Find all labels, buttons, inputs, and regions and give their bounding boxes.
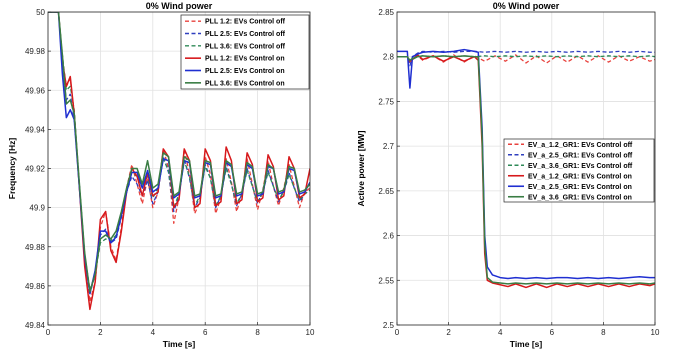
x-tick-label: 10 — [651, 328, 660, 337]
axes-box — [396, 11, 656, 326]
legend: EV_a_1.2_GR1: EVs Control off EV_a_2.5_GR… — [503, 138, 655, 203]
y-tick-label: 2.75 — [378, 97, 394, 106]
y-tick-label: 2.6 — [383, 232, 395, 241]
chart-title: 0% Wind power — [493, 1, 560, 11]
series-line-4 — [397, 54, 655, 289]
y-axis-label: Active power [MW] — [356, 130, 366, 206]
legend-box — [180, 14, 310, 90]
y-tick-label: 49.86 — [25, 282, 46, 291]
series-line-6 — [397, 55, 655, 285]
legend-entry-label: PLL 2.5: EVs Control on — [205, 68, 285, 75]
y-tick-label: 50 — [36, 8, 45, 17]
legend-entry-label: EV_a_3.6_GR1: EVs Control off — [528, 163, 633, 170]
x-tick-label: 8 — [601, 328, 606, 337]
y-tick-label: 2.85 — [378, 8, 394, 17]
x-tick-label: 4 — [498, 328, 503, 337]
chart-1: 0 2 4 6 8 10 49.84 49.86 49.88 49.9 49.92 49.94 49.9… — [7, 1, 315, 349]
legend-entry-label: PLL 2.5: EVs Control off — [205, 31, 286, 38]
y-tick-label: 2.5 — [383, 321, 395, 330]
legend-entry-label: EV_a_2.5_GR1: EVs Control on — [528, 184, 632, 191]
x-axis-label: Time [s] — [163, 339, 196, 349]
legend-entry-label: EV_a_1.2_GR1: EVs Control off — [528, 142, 633, 149]
legend-entry-label: PLL 1.2: EVs Control on — [205, 56, 285, 63]
x-tick-label: 6 — [550, 328, 555, 337]
legend-entry-label: PLL 1.2: EVs Control off — [205, 19, 286, 26]
y-axis-label: Frequency [Hz] — [7, 138, 17, 200]
y-tick-label: 2.65 — [378, 187, 394, 196]
y-tick-label: 49.88 — [25, 243, 46, 252]
x-tick-label: 0 — [395, 328, 400, 337]
x-tick-label: 10 — [306, 328, 315, 337]
x-tick-label: 8 — [255, 328, 260, 337]
y-tick-label: 2.55 — [378, 276, 394, 285]
chart-title: 0% Wind power — [146, 1, 213, 11]
x-tick-label: 2 — [446, 328, 451, 337]
legend: PLL 1.2: EVs Control off PLL 2.5: EVs Con… — [180, 14, 310, 90]
y-tick-label: 49.92 — [25, 165, 46, 174]
series-line-5 — [397, 48, 655, 280]
x-tick-label: 2 — [98, 328, 103, 337]
legend-entry-label: EV_a_2.5_GR1: EVs Control off — [528, 152, 633, 159]
x-tick-label: 6 — [203, 328, 208, 337]
legend-entry-label: EV_a_3.6_GR1: EVs Control on — [528, 194, 632, 201]
y-tick-label: 2.8 — [383, 53, 395, 62]
series-group — [48, 12, 310, 311]
x-axis-label: Time [s] — [510, 339, 543, 349]
y-tick-label: 2.7 — [383, 142, 395, 151]
x-tick-label: 4 — [151, 328, 156, 337]
y-tick-label: 49.96 — [25, 86, 46, 95]
axes-box — [47, 11, 311, 326]
x-tick-label: 0 — [46, 328, 51, 337]
series-group — [397, 48, 655, 289]
y-tick-label: 49.9 — [29, 204, 45, 213]
legend-entry-label: PLL 3.6: EVs Control off — [205, 43, 286, 50]
legend-entry-label: PLL 3.6: EVs Control on — [205, 80, 285, 87]
series-line-4 — [48, 12, 310, 311]
y-tick-label: 49.98 — [25, 47, 46, 56]
legend-entry-label: EV_a_1.2_GR1: EVs Control on — [528, 173, 632, 180]
chart-2: 0 2 4 6 8 10 2.5 2.55 2.6 2.65 2.7 2.75 2.8 2.85 0% Wi… — [356, 1, 660, 349]
y-tick-label: 49.94 — [25, 125, 46, 134]
series-line-6 — [48, 12, 310, 293]
series-line-2 — [397, 50, 655, 67]
legend-box — [503, 138, 655, 203]
y-tick-label: 49.84 — [25, 321, 46, 330]
